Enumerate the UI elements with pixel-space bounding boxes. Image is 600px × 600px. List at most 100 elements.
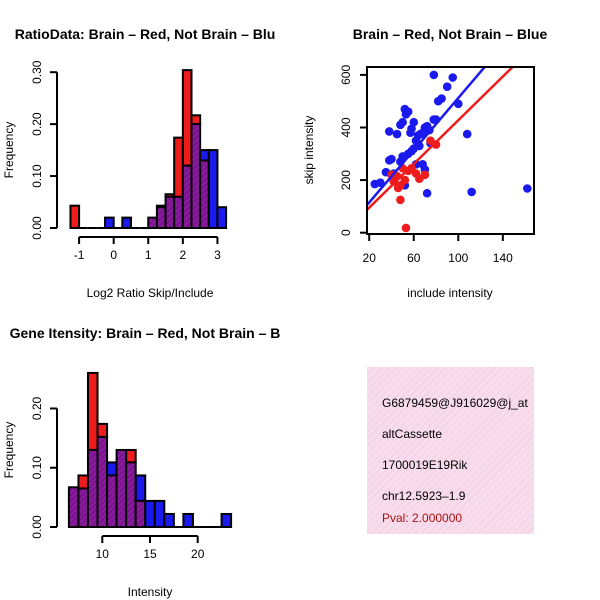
intensity-overlap-hatch (107, 475, 117, 527)
ratio-brain-bar (181, 69, 193, 167)
not-brain-point (448, 73, 458, 82)
brain-point (431, 140, 441, 149)
intensity-not-brain-bar (134, 474, 147, 502)
intensity-brain-bar (86, 371, 99, 451)
intensity-x-tick-label: 15 (143, 547, 157, 561)
ratio-x-tick-label: 0 (110, 248, 117, 262)
brain-point (396, 195, 405, 205)
ratio-brain-bar (190, 114, 202, 126)
ratio-bars (69, 69, 228, 230)
ratio-overlap-hatch (191, 124, 201, 228)
intensity-histogram-chart: Gene Itensity: Brain – Red, Not Brain – … (2, 325, 280, 599)
intensity-chart-title: Gene Itensity: Brain – Red, Not Brain – … (10, 325, 281, 341)
not-brain-point (409, 117, 419, 127)
scatter-x-tick-label: 20 (363, 251, 377, 265)
ratio-overlap-hatch (200, 160, 209, 228)
gene-name-text: 1700019E19Rik (382, 458, 468, 472)
not-brain-point (376, 178, 385, 188)
scatter-y-tick-label: 600 (339, 65, 353, 85)
event-type-text: altCassette (382, 427, 442, 441)
intensity-bars (67, 371, 233, 529)
intensity-overlap-hatch (87, 449, 98, 527)
ratio-brain-bar (69, 204, 81, 229)
ratio-overlap-hatch (148, 217, 157, 228)
probe-id-text: G6879459@J916029@j_at (382, 396, 528, 410)
brain-point (389, 177, 399, 186)
scatter-marks (367, 67, 532, 233)
scatter-y-tick-label: 200 (339, 170, 353, 190)
location-text: chr12.5923–1.9 (382, 489, 466, 503)
ratio-overlap-hatch (174, 196, 183, 228)
intensity-not-brain-bar (163, 512, 175, 528)
not-brain-point (398, 117, 407, 127)
not-brain-point (418, 160, 427, 169)
ratio-not-brain-bar (104, 216, 115, 229)
not-brain-point (523, 184, 532, 193)
info-panel-background (367, 367, 534, 534)
scatter-chart-title: Brain – Red, Not Brain – Blue (353, 26, 548, 42)
ratio-chart-title: RatioData: Brain – Red, Not Brain – Blu (15, 26, 276, 42)
intensity-brain-bar (125, 448, 137, 464)
not-brain-point (442, 82, 452, 92)
not-brain-point (407, 124, 416, 134)
ratio-not-brain-bar (216, 206, 228, 229)
ratio-x-tick-label: 1 (145, 248, 152, 262)
intensity-y-tick-label: 0.00 (30, 515, 44, 539)
scatter-y-axis-label: skip intensity (302, 116, 316, 185)
ratio-axes: -1 0 1 2 3 0.00 0.10 0.20 0.30 (30, 60, 221, 262)
not-brain-fit-line (367, 67, 487, 206)
ratio-y-axis-label: Frequency (2, 122, 16, 179)
ratio-overlap-hatch (156, 207, 166, 228)
ratio-x-tick-label: 2 (180, 248, 187, 262)
ratio-y-tick-label: 0.10 (30, 164, 44, 188)
ratio-not-brain-bar (207, 149, 219, 229)
brain-point (420, 170, 430, 180)
ratio-y-tick-label: 0.20 (30, 112, 44, 136)
ratio-brain-bar (173, 136, 184, 198)
brain-point (400, 175, 410, 185)
intensity-not-brain-bar (153, 499, 166, 529)
scatter-x-tick-label: 140 (493, 251, 513, 265)
ratio-overlap-hatch (182, 165, 192, 228)
intensity-x-tick-label: 10 (96, 547, 110, 561)
scatter-axes: 20 60 100 140 0 200 400 600 (339, 65, 513, 265)
intensity-y-tick-label: 0.20 (30, 396, 44, 420)
scatter-x-tick-label: 60 (407, 251, 421, 265)
scatter-chart: Brain – Red, Not Brain – Blue 20 60 100 140… (302, 26, 548, 300)
ratio-not-brain-bar (199, 149, 210, 162)
intensity-axes: 10 15 20 0.00 0.10 0.20 (30, 396, 205, 561)
info-panel: G6879459@J916029@j_at altCassette 170001… (367, 367, 534, 534)
not-brain-point (384, 156, 394, 165)
not-brain-point (384, 127, 394, 136)
intensity-brain-bar (96, 422, 109, 438)
ratio-histogram-chart: RatioData: Brain – Red, Not Brain – Blu … (2, 26, 275, 300)
ratio-x-tick-label: -1 (74, 248, 85, 262)
ratio-x-tick-label: 3 (214, 248, 221, 262)
not-brain-point (467, 187, 476, 197)
brain-point (393, 183, 403, 193)
not-brain-point (462, 129, 472, 139)
intensity-not-brain-bar (220, 512, 233, 528)
not-brain-point (437, 94, 446, 103)
pval-text: Pval: 2.000000 (382, 511, 462, 525)
ratio-x-axis-label: Log2 Ratio Skip/Include (87, 286, 214, 300)
brain-point (401, 223, 411, 233)
intensity-overlap-hatch (116, 449, 127, 527)
intensity-overlap-hatch (97, 436, 108, 527)
intensity-x-axis-label: Intensity (128, 585, 173, 599)
not-brain-point (422, 188, 432, 198)
scatter-x-axis-label: include intensity (407, 286, 492, 300)
ratio-y-tick-label: 0.00 (30, 216, 44, 240)
brain-fit-line (367, 67, 515, 211)
not-brain-point (429, 70, 439, 80)
ratio-not-brain-bar (121, 216, 132, 229)
intensity-brain-bar (77, 474, 89, 490)
intensity-overlap-hatch (135, 500, 146, 527)
intensity-y-axis-label: Frequency (2, 422, 16, 479)
intensity-x-tick-label: 20 (191, 547, 205, 561)
intensity-not-brain-bar (106, 461, 118, 477)
scatter-plot-frame (366, 66, 535, 235)
intensity-overlap-hatch (126, 462, 136, 527)
scatter-y-tick-label: 0 (339, 229, 353, 236)
